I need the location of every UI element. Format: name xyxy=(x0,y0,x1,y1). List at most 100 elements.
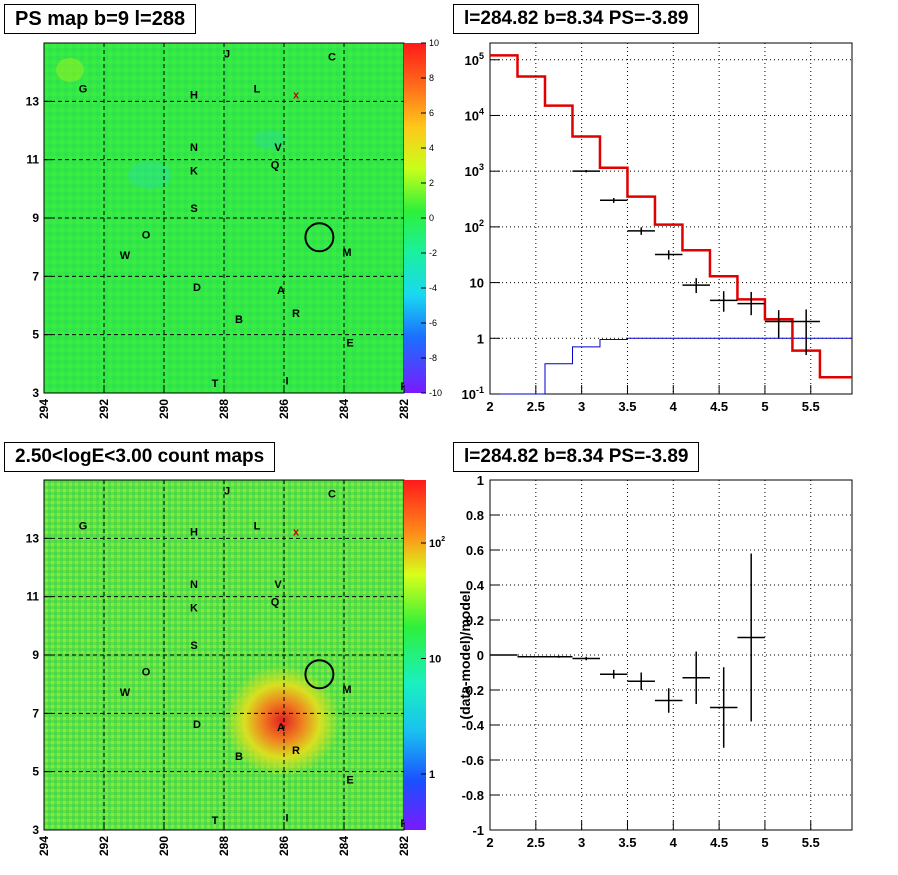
count-map-hotspot xyxy=(224,665,340,777)
y-tick-label: 0.4 xyxy=(466,578,485,593)
source-label: E xyxy=(346,337,353,349)
residual-axes: 2 2.5 3 3.5 4 4.5 5 5.5 1 0.8 0.6 0.4 0.2 0 -0.2 -0.4 -0… xyxy=(462,473,820,850)
y-tick-label: 7 xyxy=(32,269,39,283)
source-label: V xyxy=(274,142,282,154)
x-tick-label: 290 xyxy=(157,836,171,856)
source-label: G xyxy=(79,84,88,96)
source-label: W xyxy=(120,687,131,699)
colorbar-tick-label: 2 xyxy=(429,178,434,188)
source-label: Q xyxy=(271,159,280,171)
count-map-colorbar-ticks: 102 10 1 xyxy=(421,536,445,781)
ps-map-blob xyxy=(254,130,286,150)
x-tick-label: 282 xyxy=(397,836,411,856)
colorbar-tick-label: 6 xyxy=(429,108,434,118)
colorbar-tick-label: 1 xyxy=(429,769,435,781)
source-label: O xyxy=(142,229,151,241)
ps-map-title: PS map b=9 l=288 xyxy=(4,4,197,34)
source-label: K xyxy=(190,165,198,177)
ps-map-blob xyxy=(56,58,84,82)
x-tick-label: 3 xyxy=(578,835,585,850)
source-label: B xyxy=(235,751,243,763)
colorbar-tick-label: 10 xyxy=(429,654,441,666)
x-tick-label: 2 xyxy=(486,835,493,850)
ps-map-blob xyxy=(128,161,172,189)
x-tick-label: 2 xyxy=(486,399,493,414)
y-tick-label: 5 xyxy=(32,765,39,779)
y-tick-label: 102 xyxy=(465,218,484,235)
source-label: H xyxy=(190,89,198,101)
y-tick-label: 11 xyxy=(26,153,39,167)
background-model-line xyxy=(490,337,852,395)
spectrum-grid xyxy=(489,43,852,395)
x-tick-label: 286 xyxy=(277,399,291,419)
colorbar-tick-label: -6 xyxy=(429,318,437,328)
ps-map-panel: JCGHLxNVUKQSOWMDARBETIP 1086420-2-4-6-8-… xyxy=(26,38,442,419)
x-tick-label: 294 xyxy=(37,399,51,419)
source-label: V xyxy=(274,579,282,591)
spectrum-plot xyxy=(490,54,852,395)
source-label: N xyxy=(190,142,198,154)
y-tick-label: 10-1 xyxy=(462,385,484,402)
y-tick-label: 1 xyxy=(477,331,484,346)
residual-y-axis-label: (data-model)/model xyxy=(457,590,473,719)
source-label: D xyxy=(193,719,201,731)
source-label: S xyxy=(190,203,197,215)
source-label: M xyxy=(342,684,351,696)
y-tick-label: 105 xyxy=(465,51,484,68)
spectrum-panel: 2 2.5 3 3.5 4 4.5 5 5.5 10-1 1 10 102 103 104 105 xyxy=(462,42,853,414)
source-label: G xyxy=(79,521,88,533)
x-tick-label: 4.5 xyxy=(710,399,728,414)
spectrum-axes: 2 2.5 3 3.5 4 4.5 5 5.5 10-1 1 10 102 103 104 105 xyxy=(462,51,820,414)
source-label: R xyxy=(292,308,300,320)
x-tick-label: 292 xyxy=(97,399,111,419)
source-label: J xyxy=(224,49,230,61)
x-tick-label: 5.5 xyxy=(802,399,820,414)
residual-title: l=284.82 b=8.34 PS=-3.89 xyxy=(453,442,700,472)
residual-panel: 2 2.5 3 3.5 4 4.5 5 5.5 1 0.8 0.6 0.4 0.2 0 -0.2 -0.4 -0… xyxy=(457,473,853,850)
y-tick-label: 9 xyxy=(32,648,39,662)
x-tick-label: 3.5 xyxy=(618,835,636,850)
residual-grid xyxy=(489,479,852,831)
source-label: x xyxy=(293,89,300,101)
y-tick-label: 0.2 xyxy=(466,613,484,628)
x-tick-label: 3 xyxy=(578,399,585,414)
colorbar-tick-label: -4 xyxy=(429,283,437,293)
source-label: O xyxy=(142,666,151,678)
x-tick-label: 288 xyxy=(217,836,231,856)
x-tick-label: 2.5 xyxy=(527,835,545,850)
colorbar-tick-label: -10 xyxy=(429,388,442,398)
y-tick-label: -0.6 xyxy=(462,753,484,768)
y-tick-label: 3 xyxy=(32,386,39,400)
x-tick-label: 2.5 xyxy=(527,399,545,414)
source-label: W xyxy=(120,250,131,262)
y-tick-label: -0.4 xyxy=(462,718,485,733)
ps-map-axes: 294 292 290 288 286 284 282 3 5 7 9 11 13 xyxy=(26,94,411,419)
colorbar-tick-label: 10 xyxy=(429,38,439,48)
source-position-circle xyxy=(304,659,335,690)
source-label: T xyxy=(212,815,219,827)
y-tick-label: -0.2 xyxy=(462,683,484,698)
source-position-circle xyxy=(304,222,335,253)
source-label: S xyxy=(190,640,197,652)
colorbar-tick-label: 0 xyxy=(429,213,434,223)
x-tick-label: 294 xyxy=(37,836,51,856)
source-label: I xyxy=(285,812,288,824)
source-label: x xyxy=(293,526,300,538)
x-tick-label: 284 xyxy=(337,399,351,419)
y-tick-label: 103 xyxy=(465,162,484,179)
y-tick-label: -1 xyxy=(472,823,484,838)
count-map-colorbar xyxy=(404,480,426,830)
source-label: R xyxy=(292,745,300,757)
x-tick-label: 292 xyxy=(97,836,111,856)
y-tick-label: 11 xyxy=(26,590,39,604)
y-tick-label: 1 xyxy=(477,473,484,488)
source-label: I xyxy=(285,375,288,387)
x-tick-label: 290 xyxy=(157,399,171,419)
source-label: T xyxy=(212,378,219,390)
x-tick-label: 4.5 xyxy=(710,835,728,850)
y-tick-label: -0.8 xyxy=(462,788,484,803)
x-tick-label: 4 xyxy=(670,835,678,850)
residual-plot xyxy=(490,553,765,748)
